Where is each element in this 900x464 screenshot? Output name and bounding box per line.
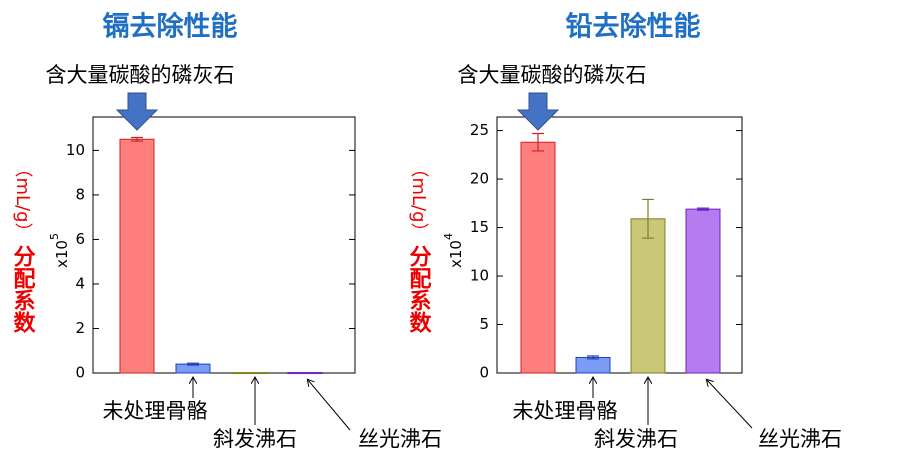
y-tick-label: 10 (470, 267, 489, 285)
label-arrow (308, 380, 351, 431)
bar (119, 138, 155, 374)
bar (575, 356, 611, 374)
y-tick-label: 5 (479, 315, 489, 333)
error-bar (642, 198, 654, 239)
y-tick-label: 0 (75, 364, 85, 382)
y-tick-label: 0 (479, 364, 489, 382)
plot-frame (92, 116, 356, 374)
x-tick-label: 斜发沸石 (213, 427, 297, 451)
bar (520, 141, 556, 374)
pointer-arrow (516, 92, 560, 131)
multiplier-base: x10 (53, 240, 71, 268)
y-tick-label: 4 (75, 274, 85, 292)
x-tick-label: 未处理骨骼 (103, 399, 208, 423)
x-tick-label: 丝光沸石 (358, 427, 442, 451)
multiplier: x105 (48, 233, 71, 268)
error-bar (131, 136, 143, 142)
chart-title: 铅去除性能 (566, 11, 701, 43)
y-tick-label: 10 (66, 141, 85, 159)
annotation: 含大量碳酸的磷灰石 (458, 63, 647, 87)
y-tick-label: 20 (470, 170, 489, 188)
label-arrow (707, 380, 753, 429)
bar (232, 372, 268, 375)
multiplier-exponent: 5 (48, 233, 61, 240)
y-tick-label: 25 (470, 121, 489, 139)
bar (630, 218, 666, 374)
error-bar (697, 207, 709, 211)
chart-title: 镉去除性能 (103, 11, 238, 43)
y-tick-label: 15 (470, 218, 489, 236)
annotation: 含大量碳酸的磷灰石 (46, 63, 235, 87)
multiplier-exponent: 4 (442, 233, 455, 240)
multiplier: x104 (442, 233, 465, 268)
y-axis-label: 分配系数 (10, 245, 36, 334)
y-axis-unit: （mL/g） (12, 159, 33, 240)
error-bar (532, 132, 544, 152)
x-tick-label: 丝光沸石 (758, 427, 842, 451)
pointer-arrow (115, 92, 159, 131)
y-tick-label: 2 (75, 319, 85, 337)
x-tick-label: 未处理骨骼 (513, 399, 618, 423)
error-bar (187, 362, 199, 366)
y-tick-label: 8 (75, 185, 85, 203)
plot-frame (496, 116, 743, 374)
bar (685, 208, 721, 374)
error-bar (587, 355, 599, 360)
y-axis-label: 分配系数 (406, 245, 432, 334)
bar (287, 372, 323, 375)
y-tick-label: 6 (75, 230, 85, 248)
multiplier-base: x10 (447, 240, 465, 268)
x-tick-label: 斜发沸石 (594, 427, 678, 451)
y-axis-unit: （mL/g） (408, 159, 429, 240)
